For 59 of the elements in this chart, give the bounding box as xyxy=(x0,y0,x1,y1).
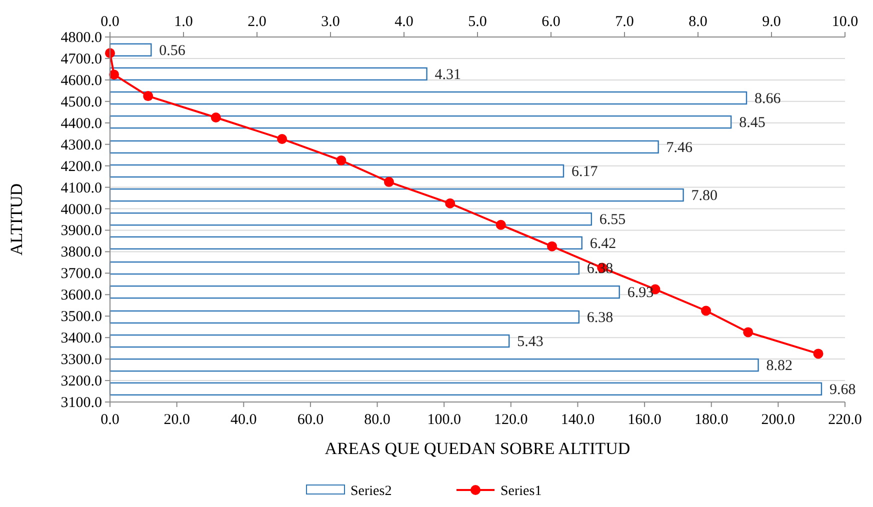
x2-tick-label: 4.0 xyxy=(394,14,414,30)
x-tick-label: 200.0 xyxy=(761,412,796,428)
x-tick-label: 120.0 xyxy=(494,412,528,428)
y-tick-label: 3600.0 xyxy=(60,288,102,304)
x2-tick-label: 1.0 xyxy=(174,14,193,30)
y-tick-label: 4400.0 xyxy=(60,116,102,132)
data-label: 8.82 xyxy=(766,358,793,374)
y-tick-label: 4100.0 xyxy=(60,180,102,196)
data-label: 7.80 xyxy=(691,188,718,204)
data-label: 9.68 xyxy=(829,382,856,398)
x2-tick-label: 9.0 xyxy=(762,14,781,30)
data-label: 8.66 xyxy=(754,90,782,107)
data-label: 6.55 xyxy=(599,212,626,228)
x2-tick-label: 6.0 xyxy=(542,14,560,30)
x2-tick-label: 8.0 xyxy=(688,14,708,30)
data-label: 6.93 xyxy=(627,285,654,302)
x2-tick-label: 10.0 xyxy=(832,14,858,30)
y-tick-label: 4500.0 xyxy=(60,94,102,110)
data-label: 6.42 xyxy=(590,236,616,252)
x-tick-label: 80.0 xyxy=(364,412,390,428)
x-tick-label: 20.0 xyxy=(164,412,190,428)
y-tick-label: 3500.0 xyxy=(60,309,102,326)
y-axis-title: ALTITUD xyxy=(7,183,26,256)
data-label: 6.17 xyxy=(571,164,598,180)
y-tick-label: 4000.0 xyxy=(60,202,102,218)
x-tick-label: 160.0 xyxy=(628,412,662,428)
y-tick-label: 3800.0 xyxy=(60,244,102,261)
x-tick-label: 140.0 xyxy=(560,412,595,428)
x2-tick-label: 0.0 xyxy=(100,14,120,30)
data-label: 5.43 xyxy=(517,334,544,350)
y-tick-label: 4600.0 xyxy=(60,72,102,89)
y-tick-label: 4300.0 xyxy=(60,137,102,154)
x2-tick-label: 3.0 xyxy=(321,14,340,30)
x-axis-title: AREAS QUE QUEDAN SOBRE ALTITUD xyxy=(324,439,630,458)
data-label: 6.38 xyxy=(586,310,614,326)
y-tick-label: 3300.0 xyxy=(60,352,102,368)
data-label: 8.45 xyxy=(739,115,766,132)
y-tick-label: 3200.0 xyxy=(60,374,102,390)
x-tick-label: 220.0 xyxy=(828,412,862,428)
y-tick-label: 3700.0 xyxy=(60,266,102,282)
y-tick-label: 4700.0 xyxy=(60,51,102,68)
data-label: 7.46 xyxy=(666,140,694,156)
legend-label: Series1 xyxy=(500,484,542,499)
x2-tick-label: 2.0 xyxy=(248,14,266,30)
x2-tick-label: 5.0 xyxy=(468,14,487,30)
x-tick-label: 40.0 xyxy=(230,412,257,428)
x-tick-label: 100.0 xyxy=(427,412,461,428)
y-tick-label: 4200.0 xyxy=(60,158,102,175)
x-tick-label: 0.0 xyxy=(100,412,120,428)
y-tick-label: 3100.0 xyxy=(60,395,102,411)
x-tick-label: 60.0 xyxy=(297,412,324,428)
y-tick-label: 3400.0 xyxy=(60,330,102,347)
y-tick-label: 3900.0 xyxy=(60,223,102,240)
x-tick-label: 180.0 xyxy=(694,412,728,428)
y-tick-label: 4800.0 xyxy=(60,30,102,46)
data-label: 0.56 xyxy=(159,42,186,59)
x2-tick-label: 7.0 xyxy=(615,14,634,30)
legend-label: Series2 xyxy=(350,484,392,499)
data-label: 4.31 xyxy=(434,66,462,83)
